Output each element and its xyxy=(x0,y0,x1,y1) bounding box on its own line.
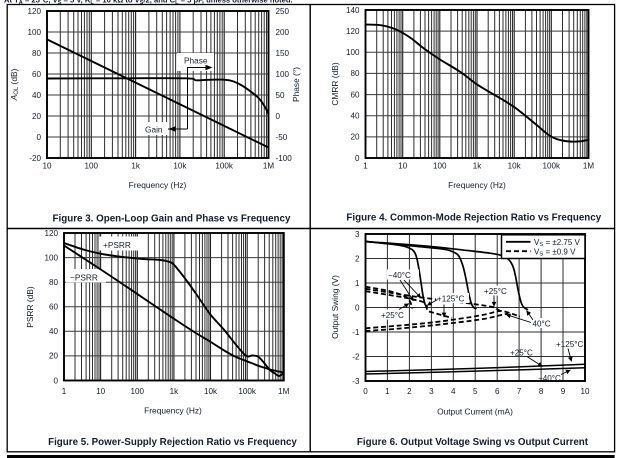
svg-text:150: 150 xyxy=(276,49,290,58)
svg-text:Figure 4. Common-Mode Rejectio: Figure 4. Common-Mode Rejection Ratio vs… xyxy=(346,213,601,224)
svg-text:Figure 5. Power-Supply Rejecti: Figure 5. Power-Supply Rejection Ratio v… xyxy=(48,437,297,448)
svg-text:100k: 100k xyxy=(238,387,257,396)
svg-text:+25°C: +25°C xyxy=(381,311,404,320)
svg-text:40: 40 xyxy=(350,112,360,121)
svg-text:40: 40 xyxy=(49,327,59,336)
svg-text:1k: 1k xyxy=(473,162,483,171)
svg-text:1k: 1k xyxy=(170,387,180,396)
svg-text:40°C: 40°C xyxy=(533,319,551,328)
svg-text:-1: -1 xyxy=(352,328,360,337)
svg-text:0: 0 xyxy=(355,303,360,312)
svg-text:Figure 3. Open-Loop Gain and P: Figure 3. Open-Loop Gain and Phase vs Fr… xyxy=(53,214,291,225)
svg-text:10: 10 xyxy=(398,162,408,171)
svg-text:-2: -2 xyxy=(352,352,360,361)
svg-text:0: 0 xyxy=(36,133,41,142)
svg-text:-3: -3 xyxy=(352,377,360,386)
svg-text:120: 120 xyxy=(44,229,58,238)
svg-text:0: 0 xyxy=(363,387,368,396)
svg-text:1M: 1M xyxy=(583,162,595,171)
svg-text:+125°C: +125°C xyxy=(556,340,583,349)
svg-text:VS = ±2.75 V: VS = ±2.75 V xyxy=(534,238,581,248)
svg-text:100: 100 xyxy=(131,387,145,396)
svg-text:1M: 1M xyxy=(263,162,275,171)
svg-text:-20: -20 xyxy=(29,154,41,163)
svg-text:40: 40 xyxy=(32,91,42,100)
svg-text:10k: 10k xyxy=(508,162,522,171)
svg-text:CMRR (dB): CMRR (dB) xyxy=(330,62,340,105)
svg-text:3: 3 xyxy=(355,230,360,239)
svg-text:100: 100 xyxy=(346,48,360,57)
svg-text:Frequency (Hz): Frequency (Hz) xyxy=(144,406,202,416)
svg-text:50: 50 xyxy=(276,91,286,100)
svg-text:5: 5 xyxy=(473,387,478,396)
svg-text:8: 8 xyxy=(539,387,544,396)
svg-text:Phase: Phase xyxy=(184,56,208,66)
svg-text:-100: -100 xyxy=(276,154,293,163)
svg-text:100: 100 xyxy=(85,162,99,171)
svg-text:1: 1 xyxy=(363,162,368,171)
svg-text:10k: 10k xyxy=(204,387,218,396)
svg-text:Output Current (mA): Output Current (mA) xyxy=(437,407,513,417)
svg-text:60: 60 xyxy=(350,90,360,99)
svg-text:200: 200 xyxy=(276,28,290,37)
svg-text:Figure 6. Output Voltage Swing: Figure 6. Output Voltage Swing vs Output… xyxy=(357,437,589,448)
svg-text:+PSRR: +PSRR xyxy=(103,240,131,250)
svg-text:80: 80 xyxy=(350,69,360,78)
svg-text:0: 0 xyxy=(355,154,360,163)
svg-text:1M: 1M xyxy=(278,387,290,396)
svg-text:7: 7 xyxy=(517,387,522,396)
svg-text:−40°C: −40°C xyxy=(388,271,411,280)
svg-text:120: 120 xyxy=(346,27,360,36)
svg-text:1k: 1k xyxy=(131,162,141,171)
svg-text:VS = ±0.9 V: VS = ±0.9 V xyxy=(534,248,576,258)
svg-text:100: 100 xyxy=(44,253,58,262)
svg-text:10k: 10k xyxy=(173,162,187,171)
svg-text:0: 0 xyxy=(276,112,281,121)
svg-text:60: 60 xyxy=(32,70,42,79)
svg-text:0: 0 xyxy=(53,376,58,385)
svg-text:1: 1 xyxy=(62,387,67,396)
svg-text:4: 4 xyxy=(451,387,456,396)
svg-text:+125°C: +125°C xyxy=(437,294,464,303)
svg-text:250: 250 xyxy=(276,7,290,16)
svg-text:1: 1 xyxy=(385,387,390,396)
svg-text:6: 6 xyxy=(495,387,500,396)
svg-text:-50: -50 xyxy=(276,133,288,142)
svg-text:100: 100 xyxy=(27,28,41,37)
svg-text:80: 80 xyxy=(49,278,59,287)
svg-text:PSRR (dB): PSRR (dB) xyxy=(25,286,35,328)
svg-text:−40°C: −40°C xyxy=(538,374,561,383)
svg-text:9: 9 xyxy=(561,387,566,396)
svg-text:+25°C: +25°C xyxy=(484,287,507,296)
svg-text:100k: 100k xyxy=(215,162,234,171)
svg-text:10: 10 xyxy=(580,387,590,396)
svg-text:1: 1 xyxy=(355,279,360,288)
svg-text:20: 20 xyxy=(49,352,59,361)
svg-text:Frequency (Hz): Frequency (Hz) xyxy=(129,180,187,190)
svg-text:Gain: Gain xyxy=(145,125,163,135)
svg-text:At TA = 25°C, VS = 5 V, RL = 1: At TA = 25°C, VS = 5 V, RL = 10 kΩ to VS… xyxy=(4,0,293,6)
svg-text:100: 100 xyxy=(433,162,447,171)
svg-text:2: 2 xyxy=(407,387,412,396)
svg-text:100: 100 xyxy=(276,70,290,79)
svg-text:80: 80 xyxy=(32,49,42,58)
svg-text:−PSRR: −PSRR xyxy=(70,273,98,283)
svg-text:140: 140 xyxy=(346,6,360,15)
svg-text:3: 3 xyxy=(429,387,434,396)
svg-text:120: 120 xyxy=(27,7,41,16)
svg-text:10: 10 xyxy=(96,387,106,396)
svg-text:Frequency (Hz): Frequency (Hz) xyxy=(448,180,506,190)
svg-text:20: 20 xyxy=(350,133,360,142)
svg-text:Output Swing (V): Output Swing (V) xyxy=(330,275,340,339)
svg-text:2: 2 xyxy=(355,254,360,263)
svg-text:+25°C: +25°C xyxy=(510,349,533,358)
svg-text:100k: 100k xyxy=(543,162,562,171)
svg-text:AOL (dB): AOL (dB) xyxy=(9,68,20,101)
svg-text:20: 20 xyxy=(32,112,42,121)
svg-text:Phase (°): Phase (°) xyxy=(291,67,301,102)
svg-text:60: 60 xyxy=(49,303,59,312)
svg-text:10: 10 xyxy=(42,162,52,171)
